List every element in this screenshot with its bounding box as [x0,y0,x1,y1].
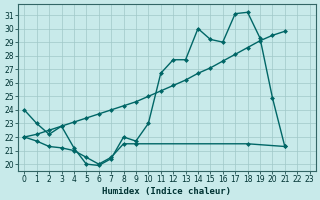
X-axis label: Humidex (Indice chaleur): Humidex (Indice chaleur) [102,187,231,196]
